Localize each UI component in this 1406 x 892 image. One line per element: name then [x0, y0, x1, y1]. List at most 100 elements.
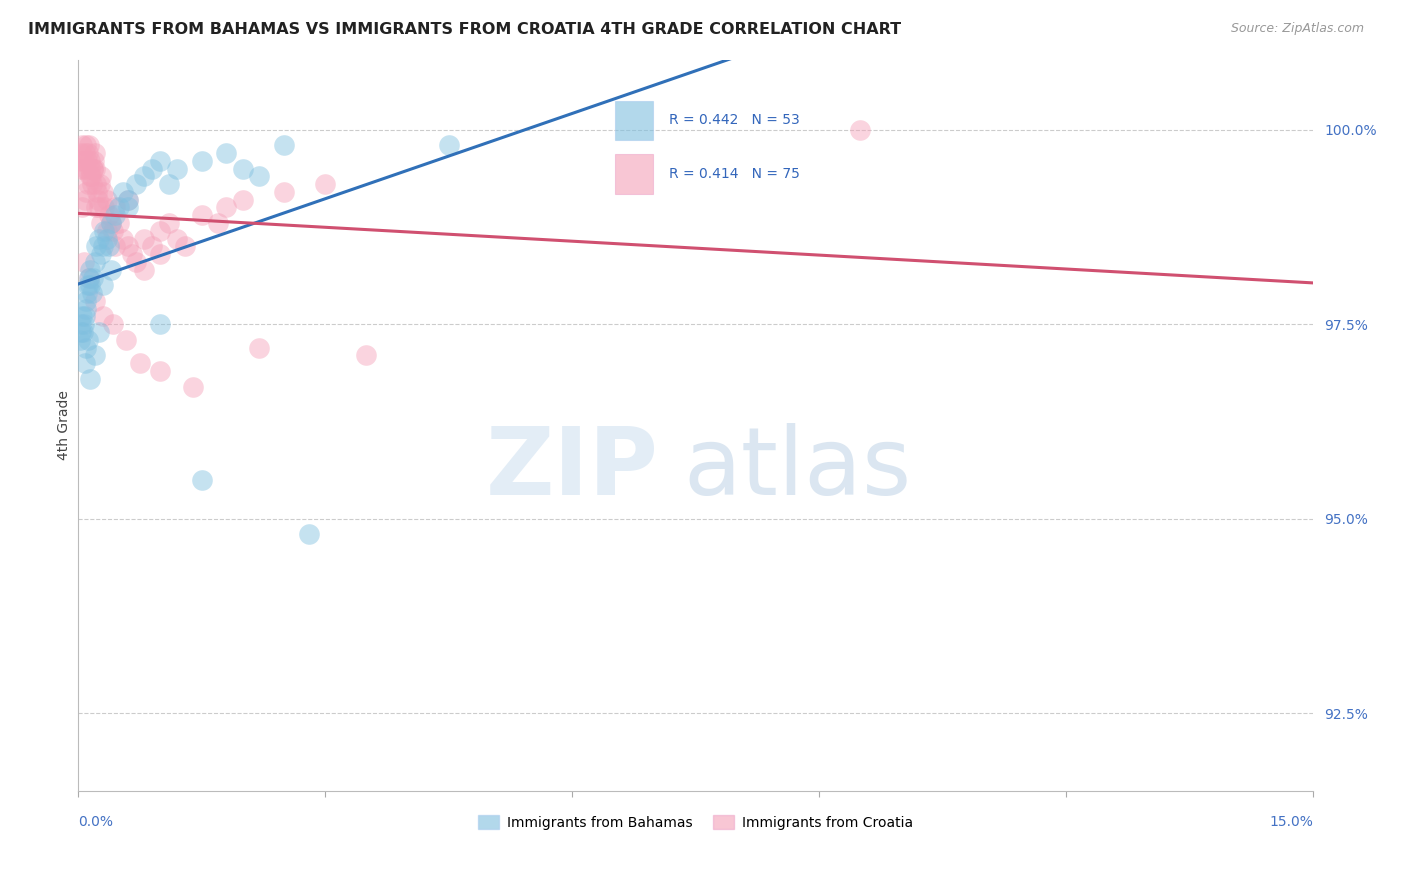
Point	[132, 169, 155, 184]
Point	[132, 262, 155, 277]
Point	[75, 161, 97, 176]
Point	[91, 278, 114, 293]
Point	[108, 201, 131, 215]
Point	[75, 301, 97, 316]
Point	[75, 185, 97, 199]
Point	[89, 177, 111, 191]
Point	[76, 286, 98, 301]
Point	[104, 208, 127, 222]
Point	[70, 201, 93, 215]
Point	[104, 239, 127, 253]
Point	[73, 318, 96, 332]
Point	[82, 270, 104, 285]
Point	[73, 193, 96, 207]
Point	[77, 177, 100, 191]
Point	[157, 177, 180, 191]
Point	[157, 216, 180, 230]
Point	[87, 193, 110, 207]
Point	[207, 216, 229, 230]
Point	[72, 325, 94, 339]
Point	[117, 193, 139, 207]
Point	[87, 232, 110, 246]
Point	[91, 185, 114, 199]
Point	[91, 310, 114, 324]
Point	[98, 208, 121, 222]
Point	[83, 146, 105, 161]
Point	[79, 153, 101, 168]
Point	[100, 216, 122, 230]
Y-axis label: 4th Grade: 4th Grade	[58, 391, 72, 460]
Point	[108, 216, 131, 230]
Point	[125, 255, 148, 269]
Point	[112, 185, 135, 199]
Point	[117, 193, 139, 207]
Point	[84, 239, 107, 253]
Point	[70, 310, 93, 324]
Point	[273, 185, 295, 199]
Text: IMMIGRANTS FROM BAHAMAS VS IMMIGRANTS FROM CROATIA 4TH GRADE CORRELATION CHART: IMMIGRANTS FROM BAHAMAS VS IMMIGRANTS FR…	[28, 22, 901, 37]
Point	[215, 201, 238, 215]
Text: atlas: atlas	[683, 424, 911, 516]
Point	[149, 224, 172, 238]
Point	[77, 270, 100, 285]
Point	[70, 146, 93, 161]
Point	[96, 224, 118, 238]
Point	[84, 161, 107, 176]
Point	[82, 161, 104, 176]
Point	[314, 177, 336, 191]
Point	[100, 262, 122, 277]
Point	[82, 161, 104, 176]
Point	[437, 138, 460, 153]
Point	[77, 333, 100, 347]
Point	[73, 153, 96, 168]
Point	[104, 201, 127, 215]
Point	[101, 318, 124, 332]
Point	[83, 293, 105, 308]
Point	[73, 255, 96, 269]
Point	[86, 185, 108, 199]
Point	[215, 146, 238, 161]
Point	[70, 138, 93, 153]
Point	[79, 372, 101, 386]
Point	[849, 122, 872, 136]
Point	[76, 153, 98, 168]
Point	[141, 239, 163, 253]
Point	[149, 318, 172, 332]
Point	[77, 146, 100, 161]
Point	[75, 293, 97, 308]
Point	[115, 333, 138, 347]
Point	[174, 239, 197, 253]
Point	[190, 473, 212, 487]
Point	[98, 239, 121, 253]
Point	[79, 161, 101, 176]
Point	[79, 262, 101, 277]
Point	[96, 193, 118, 207]
Point	[77, 270, 100, 285]
Point	[273, 138, 295, 153]
Point	[69, 325, 91, 339]
Point	[298, 527, 321, 541]
Point	[93, 224, 115, 238]
Point	[232, 193, 254, 207]
Legend: Immigrants from Bahamas, Immigrants from Croatia: Immigrants from Bahamas, Immigrants from…	[472, 810, 920, 836]
Point	[77, 278, 100, 293]
Point	[70, 318, 93, 332]
Point	[83, 348, 105, 362]
Point	[121, 247, 143, 261]
Point	[84, 177, 107, 191]
Point	[84, 201, 107, 215]
Point	[77, 138, 100, 153]
Point	[75, 341, 97, 355]
Point	[183, 379, 205, 393]
Text: Source: ZipAtlas.com: Source: ZipAtlas.com	[1230, 22, 1364, 36]
Point	[83, 255, 105, 269]
Point	[232, 161, 254, 176]
Point	[190, 153, 212, 168]
Point	[166, 161, 188, 176]
Point	[72, 161, 94, 176]
Point	[83, 153, 105, 168]
Point	[73, 356, 96, 370]
Point	[79, 278, 101, 293]
Point	[69, 333, 91, 347]
Point	[149, 153, 172, 168]
